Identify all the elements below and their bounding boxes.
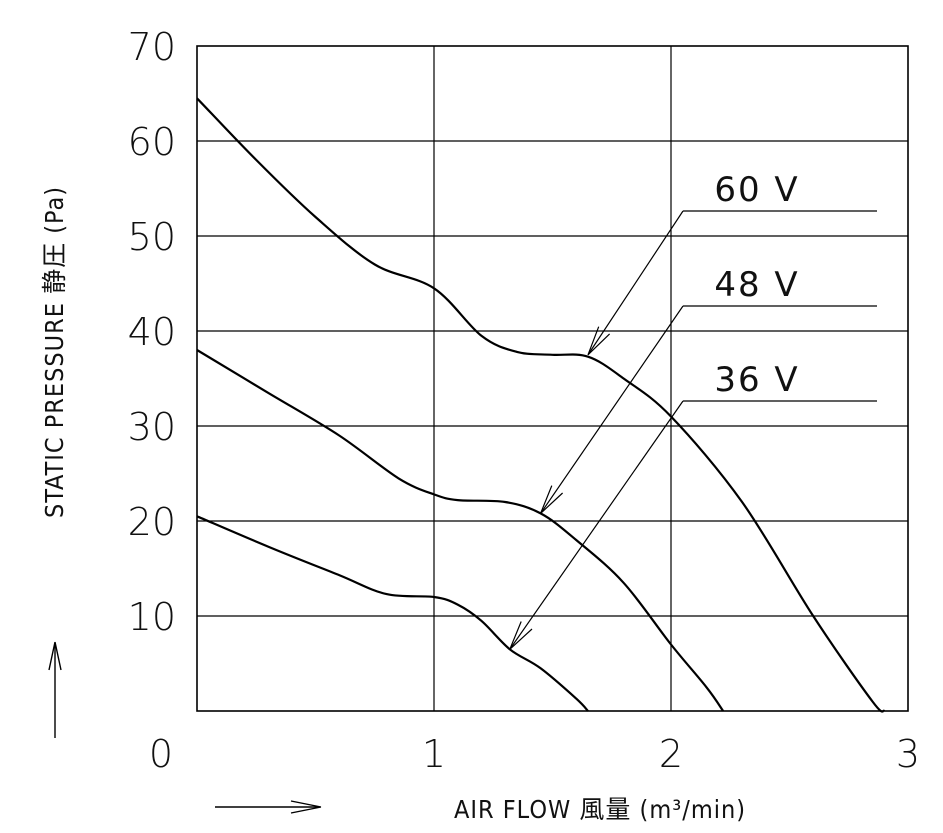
series-pointer-line (587, 210, 684, 356)
pointer-layer: 60 V 48 V 36 V (509, 170, 877, 650)
series-pointer-line (509, 400, 684, 650)
series-label: 60 V (714, 170, 799, 210)
series-label: 36 V (714, 360, 799, 400)
y-tick-label: 30 (128, 405, 176, 449)
y-tick-label: 50 (128, 215, 176, 259)
y-tick-label: 60 (128, 120, 176, 164)
series-pointer-line (540, 305, 684, 514)
tick-layer: 10 20 30 40 50 60 70 0 1 2 3 (128, 25, 920, 776)
series-line-48v (196, 349, 725, 712)
y-tick-label: 10 (128, 595, 176, 639)
y-tick-label: 70 (128, 25, 176, 69)
series-line-36v (196, 515, 589, 712)
x-tick-label: 0 (149, 732, 173, 776)
series-label: 48 V (714, 265, 799, 305)
series-pointer-arrowhead-icon (509, 621, 533, 650)
series-pointer-arrowhead-icon (540, 485, 564, 514)
grid-layer (196, 45, 909, 712)
plot-frame (196, 45, 909, 712)
x-tick-label: 1 (422, 732, 446, 776)
x-tick-label: 2 (659, 732, 683, 776)
x-direction-arrow-icon (215, 800, 322, 814)
y-tick-label: 20 (128, 500, 176, 544)
y-axis-label: STATIC PRESSURE 静圧 (Pa) (40, 186, 69, 518)
curve-layer (196, 97, 885, 713)
y-direction-arrow-icon (48, 641, 62, 738)
y-tick-label: 40 (128, 310, 176, 354)
series-pointer-arrowhead-icon (587, 326, 611, 356)
x-axis-label: AIR FLOW 風量 (m³/min) (454, 795, 746, 824)
series-line-60v (196, 97, 885, 713)
x-tick-label: 3 (896, 732, 920, 776)
